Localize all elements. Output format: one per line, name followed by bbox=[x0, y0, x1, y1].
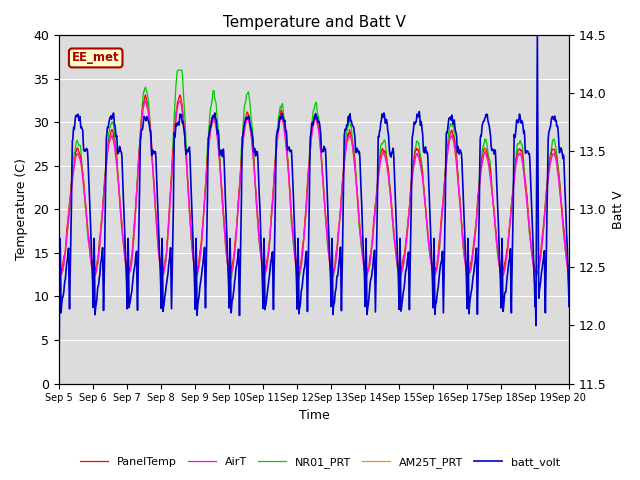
NR01_PRT bbox=[541, 214, 548, 220]
NR01_PRT bbox=[174, 67, 182, 73]
PanelTemp bbox=[176, 92, 184, 98]
PanelTemp bbox=[565, 285, 573, 291]
batt_volt bbox=[565, 304, 573, 310]
AirT bbox=[565, 285, 573, 291]
Title: Temperature and Batt V: Temperature and Batt V bbox=[223, 15, 406, 30]
PanelTemp bbox=[345, 131, 353, 137]
AM25T_PRT bbox=[565, 285, 573, 291]
Line: AM25T_PRT: AM25T_PRT bbox=[59, 100, 569, 288]
AM25T_PRT bbox=[120, 247, 127, 252]
Y-axis label: Temperature (C): Temperature (C) bbox=[15, 158, 28, 260]
Y-axis label: Batt V: Batt V bbox=[612, 190, 625, 229]
Legend: PanelTemp, AirT, NR01_PRT, AM25T_PRT, batt_volt: PanelTemp, AirT, NR01_PRT, AM25T_PRT, ba… bbox=[76, 452, 564, 472]
Line: AirT: AirT bbox=[59, 101, 569, 288]
PanelTemp bbox=[120, 239, 127, 245]
AirT bbox=[141, 98, 149, 104]
batt_volt bbox=[120, 206, 127, 212]
AM25T_PRT bbox=[541, 216, 548, 222]
AM25T_PRT bbox=[249, 148, 257, 154]
Text: EE_met: EE_met bbox=[72, 51, 120, 64]
batt_volt bbox=[248, 133, 256, 139]
batt_volt bbox=[344, 115, 352, 121]
NR01_PRT bbox=[345, 120, 353, 126]
AM25T_PRT bbox=[141, 97, 149, 103]
NR01_PRT bbox=[249, 130, 257, 136]
PanelTemp bbox=[55, 285, 63, 291]
AM25T_PRT bbox=[528, 249, 536, 254]
NR01_PRT bbox=[515, 141, 522, 147]
NR01_PRT bbox=[55, 285, 63, 291]
AirT bbox=[345, 134, 353, 140]
PanelTemp bbox=[528, 247, 536, 252]
batt_volt bbox=[534, 33, 541, 38]
PanelTemp bbox=[515, 146, 522, 152]
batt_volt bbox=[514, 119, 522, 125]
NR01_PRT bbox=[120, 245, 127, 251]
AM25T_PRT bbox=[55, 285, 63, 291]
Line: NR01_PRT: NR01_PRT bbox=[59, 70, 569, 288]
AM25T_PRT bbox=[345, 138, 353, 144]
Line: PanelTemp: PanelTemp bbox=[59, 95, 569, 288]
Line: batt_volt: batt_volt bbox=[59, 36, 569, 348]
NR01_PRT bbox=[565, 285, 573, 291]
AM25T_PRT bbox=[515, 151, 522, 156]
batt_volt bbox=[541, 248, 548, 253]
PanelTemp bbox=[541, 212, 548, 217]
AirT bbox=[55, 285, 63, 291]
batt_volt bbox=[55, 346, 63, 351]
NR01_PRT bbox=[528, 248, 536, 253]
PanelTemp bbox=[249, 144, 257, 150]
X-axis label: Time: Time bbox=[299, 409, 330, 422]
AirT bbox=[120, 246, 127, 252]
AirT bbox=[541, 216, 548, 221]
AirT bbox=[528, 250, 536, 256]
AirT bbox=[515, 152, 522, 158]
batt_volt bbox=[527, 192, 535, 197]
AirT bbox=[249, 148, 257, 154]
